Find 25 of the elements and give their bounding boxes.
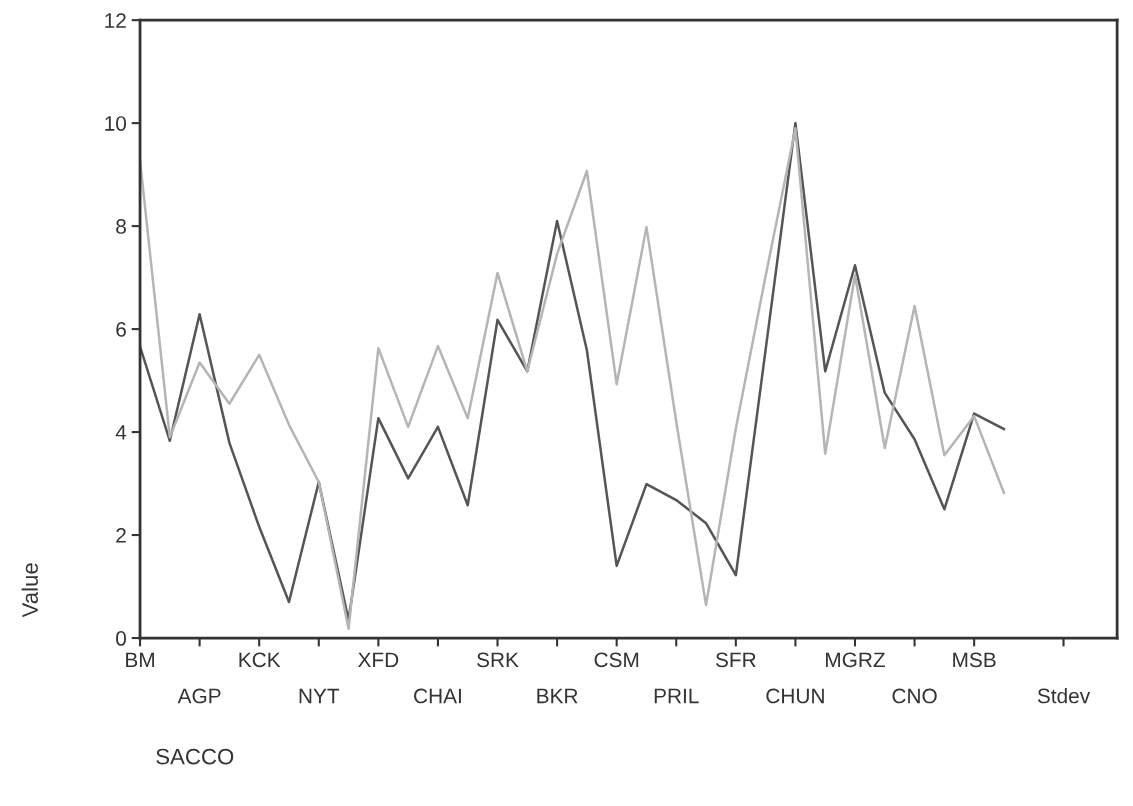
x-tick-label: NYT (299, 688, 340, 704)
y-tick-label: 12 (105, 13, 126, 28)
x-tick-label: CHUN (766, 688, 824, 704)
x-tick-label: BM (126, 652, 154, 668)
x-tick-label: SRK (477, 652, 519, 668)
y-axis-title: Value (21, 563, 38, 618)
x-tick-label: SFR (715, 652, 756, 668)
x-tick-label: MGRZ (826, 652, 885, 668)
x-tick-label: AGP (177, 688, 221, 704)
x-tick-label: PRIL (654, 688, 699, 704)
y-tick-label: 10 (105, 116, 127, 131)
x-tick-label: CSM (594, 652, 639, 668)
x-tick-label: XFD (357, 652, 399, 668)
x-tick-label: MSB (953, 652, 996, 668)
x-tick-label: Stdev (1037, 688, 1091, 704)
y-tick-label: 2 (116, 528, 126, 543)
y-tick-label: 4 (115, 425, 127, 440)
x-tick-label: KCK (239, 652, 281, 668)
y-tick-label: 6 (116, 322, 126, 337)
y-tick-label: 8 (116, 219, 126, 234)
y-tick-label: 0 (116, 631, 127, 646)
x-axis-title: SACCO (156, 748, 234, 765)
x-tick-label: BKR (537, 688, 578, 704)
x-tick-label: CHAI (414, 688, 461, 704)
x-tick-label: CNO (892, 688, 937, 704)
